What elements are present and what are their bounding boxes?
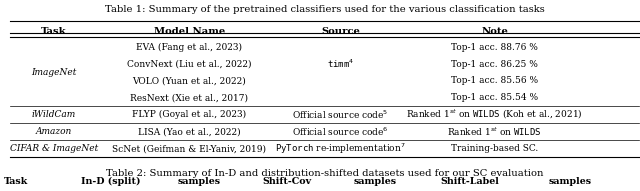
Text: samples: samples <box>548 176 591 186</box>
Text: Official source code$^6$: Official source code$^6$ <box>292 125 388 138</box>
Text: Note: Note <box>481 27 508 36</box>
Text: Top-1 acc. 85.56 %: Top-1 acc. 85.56 % <box>451 76 538 85</box>
Text: Task: Task <box>42 27 67 36</box>
Text: Table 1: Summary of the pretrained classifiers used for the various classificati: Table 1: Summary of the pretrained class… <box>105 5 545 15</box>
Text: VOLO (Yuan et al., 2022): VOLO (Yuan et al., 2022) <box>132 76 246 85</box>
Text: ScNet (Geifman & El-Yaniv, 2019): ScNet (Geifman & El-Yaniv, 2019) <box>113 144 266 153</box>
Text: Model Name: Model Name <box>154 27 225 36</box>
Text: $\mathtt{PyTorch}$ re-implementation$^7$: $\mathtt{PyTorch}$ re-implementation$^7$ <box>275 142 406 156</box>
Text: Ranked 1$^{st}$ on $\mathtt{WILDS}$ (Koh et al., 2021): Ranked 1$^{st}$ on $\mathtt{WILDS}$ (Koh… <box>406 108 583 121</box>
Text: Ranked 1$^{st}$ on $\mathtt{WILDS}$: Ranked 1$^{st}$ on $\mathtt{WILDS}$ <box>447 125 542 138</box>
Text: In-D (split): In-D (split) <box>81 176 141 186</box>
Text: Top-1 acc. 85.54 %: Top-1 acc. 85.54 % <box>451 93 538 102</box>
Text: Training-based SC.: Training-based SC. <box>451 144 538 153</box>
Text: Source: Source <box>321 27 360 36</box>
Text: ConvNext (Liu et al., 2022): ConvNext (Liu et al., 2022) <box>127 60 252 69</box>
Text: FLYP (Goyal et al., 2023): FLYP (Goyal et al., 2023) <box>132 110 246 119</box>
Text: Official source code$^5$: Official source code$^5$ <box>292 109 388 121</box>
Text: Top-1 acc. 88.76 %: Top-1 acc. 88.76 % <box>451 43 538 52</box>
Text: samples: samples <box>177 176 220 186</box>
Text: ImageNet: ImageNet <box>31 68 77 77</box>
Text: $\mathtt{timm}^4$: $\mathtt{timm}^4$ <box>327 58 354 70</box>
Text: ResNext (Xie et al., 2017): ResNext (Xie et al., 2017) <box>131 93 248 102</box>
Text: Task: Task <box>4 176 29 186</box>
Text: LISA (Yao et al., 2022): LISA (Yao et al., 2022) <box>138 127 241 136</box>
Text: samples: samples <box>353 176 397 186</box>
Text: Table 2: Summary of In-D and distribution-shifted datasets used for our SC evalu: Table 2: Summary of In-D and distributio… <box>106 168 543 177</box>
Text: Shift-Label: Shift-Label <box>440 176 499 186</box>
Text: Shift-Cov: Shift-Cov <box>262 176 312 186</box>
Text: Top-1 acc. 86.25 %: Top-1 acc. 86.25 % <box>451 60 538 69</box>
Text: EVA (Fang et al., 2023): EVA (Fang et al., 2023) <box>136 43 243 52</box>
Text: Amazon: Amazon <box>36 127 72 136</box>
Text: iWildCam: iWildCam <box>32 110 76 119</box>
Text: CIFAR & ImageNet: CIFAR & ImageNet <box>10 144 99 153</box>
